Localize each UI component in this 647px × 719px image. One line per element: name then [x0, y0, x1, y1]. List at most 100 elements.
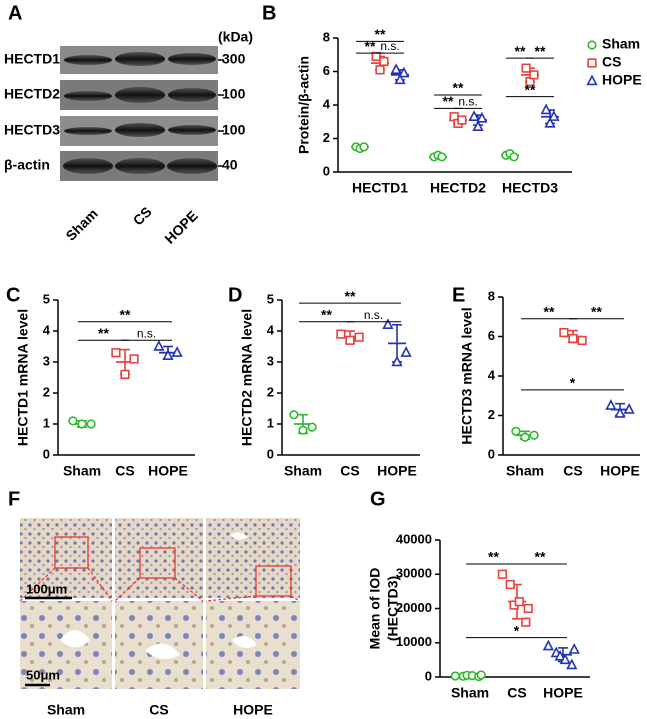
- significance-label: n.s.: [458, 95, 477, 109]
- point: [554, 649, 566, 661]
- point: [400, 346, 412, 357]
- x-tick-label: HOPE: [377, 463, 417, 479]
- point: [68, 416, 78, 426]
- significance-label: **: [591, 303, 602, 319]
- band: [115, 123, 165, 137]
- significance-label: *: [514, 622, 520, 638]
- y-axis-label: Protein/β-actin: [296, 56, 312, 154]
- chart: C 0 1 2 3 4 5 HECTD1 mRNA level Sham CS HOPE ** n.s.…: [6, 284, 195, 479]
- point: [568, 643, 580, 654]
- y-tick-label: 0: [425, 668, 432, 683]
- y-tick-label: 8: [488, 288, 495, 303]
- x-tick-label: HOPE: [543, 685, 583, 701]
- point: [77, 419, 87, 429]
- y-tick-label: 5: [43, 291, 50, 306]
- point: [472, 120, 484, 131]
- point: [587, 58, 597, 68]
- point: [120, 369, 130, 380]
- point: [86, 419, 96, 429]
- lane-label: Sham: [47, 702, 85, 718]
- chart: D 0 1 2 3 4 5 HECTD2 mRNA level Sham CS HOPE ** n.s.…: [228, 284, 420, 479]
- y-tick-label: 3: [43, 353, 50, 368]
- micrograph: [20, 601, 112, 689]
- point: [390, 63, 402, 75]
- significance-label: n.s.: [137, 326, 156, 340]
- significance-label: **: [345, 288, 356, 304]
- point: [540, 103, 552, 115]
- micrograph: [20, 518, 112, 598]
- row-label: β-actin: [4, 157, 50, 173]
- point: [382, 318, 394, 330]
- chart: B 0 2 4 6 8 Protein/β-actin HECTD1 HECTD2 HECTD3 *…: [262, 2, 642, 195]
- panel-label: F: [8, 488, 20, 510]
- lane-label: HOPE: [161, 207, 200, 246]
- band: [64, 55, 112, 65]
- lane-label: CS: [149, 702, 168, 718]
- y-tick-label: 0: [43, 446, 50, 461]
- point: [289, 410, 299, 420]
- vessel: [60, 532, 257, 659]
- point: [307, 422, 317, 432]
- y-tick-label: 40000: [396, 531, 432, 546]
- x-tick-label: Sham: [506, 463, 544, 479]
- x-tick-label: HOPE: [600, 463, 640, 479]
- blot-rows: [60, 46, 218, 181]
- band: [168, 125, 216, 135]
- point: [509, 152, 519, 162]
- band: [167, 158, 217, 174]
- y-axis-label: HECTD3 mRNA level: [459, 307, 475, 444]
- point: [497, 569, 507, 579]
- kda-label: 40: [222, 157, 238, 173]
- x-tick-label: HECTD3: [502, 180, 558, 196]
- band: [115, 87, 165, 103]
- kda-label: 300: [222, 51, 246, 67]
- micrograph: [115, 518, 203, 598]
- point: [514, 597, 524, 607]
- point: [521, 63, 531, 73]
- significance-label: **: [544, 303, 555, 319]
- zoom-boxes: [19, 536, 301, 602]
- row-label: HECTD2: [4, 86, 60, 102]
- significance-label: **: [375, 26, 386, 42]
- point: [162, 349, 174, 361]
- lane-label: Sham: [62, 205, 100, 243]
- point: [437, 152, 447, 162]
- legend-label: CS: [602, 54, 621, 70]
- point: [379, 56, 389, 67]
- y-tick-label: 8: [323, 29, 330, 44]
- y-tick-label: 4: [488, 367, 496, 382]
- y-tick-label: 4: [323, 96, 331, 111]
- y-tick-label: 2: [323, 130, 330, 145]
- kda-label: 100: [222, 122, 246, 138]
- point: [614, 407, 626, 418]
- y-tick-label: 20000: [396, 600, 432, 615]
- x-tick-label: CS: [507, 685, 526, 701]
- y-tick-label: 4: [267, 322, 275, 337]
- point: [542, 639, 554, 651]
- x-tick-label: HECTD1: [352, 180, 408, 196]
- point: [345, 335, 355, 345]
- band: [64, 127, 112, 135]
- scale-label: 50μm: [26, 667, 60, 682]
- panel-label: D: [228, 284, 242, 306]
- point: [153, 339, 165, 351]
- significance-label: n.s.: [380, 39, 399, 53]
- band: [115, 158, 165, 174]
- y-axis-label: HECTD1 mRNA level: [15, 309, 31, 446]
- panel-label: B: [262, 2, 276, 24]
- significance-label: **: [98, 325, 109, 341]
- point: [398, 66, 410, 78]
- row-label: HECTD1: [4, 51, 60, 67]
- point: [391, 355, 403, 367]
- y-tick-label: 0: [488, 446, 495, 461]
- significance-label: **: [525, 81, 536, 97]
- point: [521, 617, 531, 627]
- significance-label: **: [321, 306, 332, 322]
- y-tick-label: 3: [267, 353, 274, 368]
- point: [529, 70, 539, 80]
- significance-label: **: [453, 80, 464, 96]
- point: [375, 65, 385, 75]
- significance-label: **: [488, 549, 499, 565]
- y-tick-label: 0: [323, 163, 330, 178]
- point: [586, 74, 598, 86]
